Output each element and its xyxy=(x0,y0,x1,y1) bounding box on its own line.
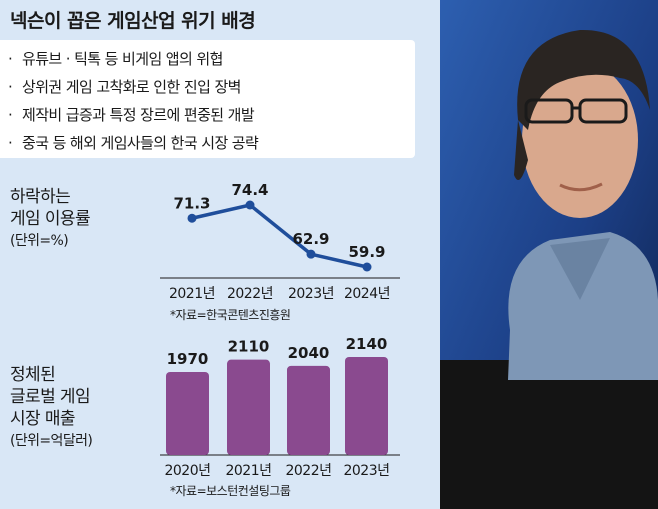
bullet: · xyxy=(8,78,13,96)
bar-chart-label-line: 정체된 xyxy=(10,365,56,385)
reason-text: 상위권 게임 고착화로 인한 진입 장벽 xyxy=(22,78,241,96)
line-chart-source: *자료=한국콘텐츠진흥원 xyxy=(170,308,291,322)
reason-text: 제작비 급증과 특정 장르에 편중된 개발 xyxy=(22,106,255,124)
reason-text: 중국 등 해외 게임사들의 한국 시장 공략 xyxy=(22,134,259,152)
data-label: 2140 xyxy=(346,335,388,353)
reason-item: · 유튜브 · 틱톡 등 비게임 앱의 위협 xyxy=(8,48,223,69)
bullet: · xyxy=(8,50,13,68)
x-tick-label: 2021년 xyxy=(225,463,271,479)
bullet: · xyxy=(8,134,13,152)
data-label: 1970 xyxy=(167,350,209,368)
line-chart-unit: (단위=%) xyxy=(10,233,69,249)
page-title: 넥슨이 꼽은 게임산업 위기 배경 xyxy=(10,10,256,32)
data-label: 62.9 xyxy=(292,230,329,248)
bar xyxy=(166,372,209,455)
x-tick-label: 2023년 xyxy=(288,286,334,302)
bar-chart-label-line: 글로벌 게임 xyxy=(10,387,91,407)
data-point xyxy=(362,262,372,272)
data-point xyxy=(187,213,197,223)
data-point xyxy=(306,249,316,259)
bar-chart-label: 정체된 글로벌 게임 시장 매출 (단위=억달러) xyxy=(10,364,93,452)
reason-item: · 중국 등 해외 게임사들의 한국 시장 공략 xyxy=(8,132,259,153)
line-chart-label: 하락하는 게임 이용률 (단위=%) xyxy=(10,186,91,252)
series-line xyxy=(191,203,368,269)
line-chart-label-line: 하락하는 xyxy=(10,187,71,207)
data-label: 2110 xyxy=(228,338,270,356)
x-tick-label: 2021년 xyxy=(169,286,215,302)
x-tick-label: 2022년 xyxy=(285,463,331,479)
reasons-box: · 유튜브 · 틱톡 등 비게임 앱의 위협 · 상위권 게임 고착화로 인한 진입… xyxy=(0,40,415,158)
bar-chart-unit: (단위=억달러) xyxy=(10,433,93,449)
x-tick-label: 2020년 xyxy=(164,463,210,479)
x-tick-label: 2022년 xyxy=(227,286,273,302)
reason-text: 유튜브 · 틱톡 등 비게임 앱의 위협 xyxy=(22,50,223,68)
bar xyxy=(227,359,270,455)
data-label: 74.4 xyxy=(231,181,268,199)
reason-item: · 제작비 급증과 특정 장르에 편중된 개발 xyxy=(8,104,255,125)
line-chart-label-line: 게임 이용률 xyxy=(10,209,91,229)
bar-chart: 1970 2020년 2110 2021년 2040 2022년 2140 2023년 xyxy=(160,335,400,479)
x-tick-label: 2024년 xyxy=(344,286,390,302)
x-tick-label: 2023년 xyxy=(343,463,389,479)
bar xyxy=(345,357,388,455)
line-chart: 71.3 2021년 74.4 2022년 62.9 2023년 59.9 2024년 xyxy=(160,181,400,302)
bar-chart-label-line: 시장 매출 xyxy=(10,409,76,429)
infographic-panel: 넥슨이 꼽은 게임산업 위기 배경 · 유튜브 · 틱톡 등 비게임 앱의 위협 … xyxy=(0,10,415,498)
reason-item: · 상위권 게임 고착화로 인한 진입 장벽 xyxy=(8,76,241,97)
data-label: 59.9 xyxy=(348,243,385,261)
speaker-photo xyxy=(440,0,658,509)
bullet: · xyxy=(8,106,13,124)
bar-chart-source: *자료=보스턴컨설팅그룹 xyxy=(170,484,291,498)
data-label: 2040 xyxy=(288,344,330,362)
data-label: 71.3 xyxy=(173,194,210,212)
bar xyxy=(287,365,330,455)
data-point xyxy=(245,200,255,210)
